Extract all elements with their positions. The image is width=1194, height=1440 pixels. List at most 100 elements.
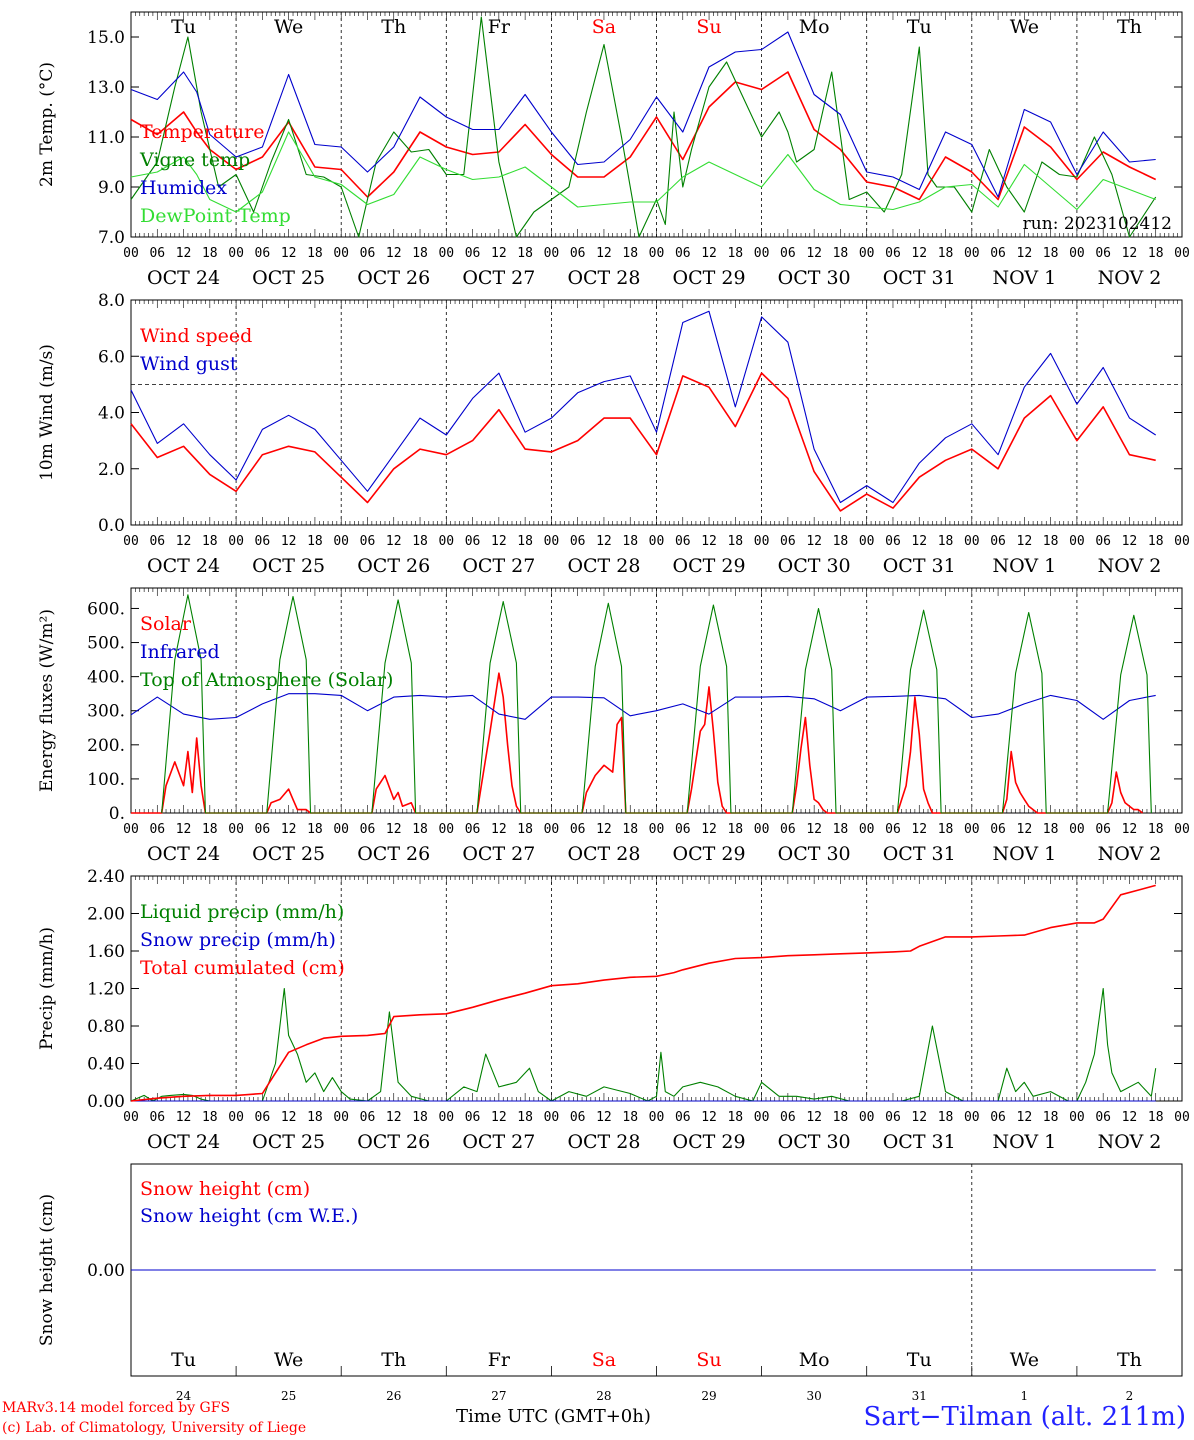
- flux-hour-label: 06: [780, 822, 796, 837]
- temp-date-label: OCT 25: [252, 267, 325, 289]
- flux-hour-label: 18: [517, 822, 533, 837]
- precip-hour-label: 12: [701, 1110, 717, 1125]
- flux-hour-label: 18: [307, 822, 323, 837]
- precip-hour-label: 06: [990, 1110, 1006, 1125]
- precip-hour-label: 00: [228, 1110, 244, 1125]
- wind-hour-label: 06: [990, 534, 1006, 549]
- wind-date-label: OCT 30: [778, 555, 851, 577]
- precip-ytick-label: 2.40: [87, 867, 125, 887]
- wind-ytick-label: 8.0: [98, 291, 125, 311]
- temp-date-label: OCT 30: [778, 267, 851, 289]
- snow-ytick-label: 0.00: [87, 1261, 125, 1281]
- wind-hour-label: 18: [1043, 534, 1059, 549]
- temp-hour-label: 12: [176, 246, 192, 261]
- temp-hour-label: 18: [938, 246, 954, 261]
- temp-date-label: NOV 2: [1098, 267, 1162, 289]
- wind-hour-label: 00: [754, 534, 770, 549]
- flux-hour-label: 06: [990, 822, 1006, 837]
- precip-hour-label: 18: [622, 1110, 638, 1125]
- wind-series-line: [130, 310, 1156, 504]
- flux-hour-label: 18: [938, 822, 954, 837]
- wind-hour-label: 12: [176, 534, 192, 549]
- temp-legend-entry: Humidex: [140, 177, 227, 199]
- precip-series-line: [130, 987, 1157, 1102]
- temp-ytick-label: 13.0: [87, 78, 125, 98]
- flux-hour-label: 00: [438, 822, 454, 837]
- temp-hour-label: 12: [701, 246, 717, 261]
- flux-hour-label: 00: [649, 822, 665, 837]
- weekday-label-bottom: Th: [1117, 1349, 1142, 1371]
- weekday-label-top: We: [274, 16, 303, 38]
- flux-ytick-label: 0.: [109, 804, 125, 824]
- temp-hour-label: 00: [964, 246, 980, 261]
- flux-hour-label: 00: [964, 822, 980, 837]
- temp-hour-label: 18: [307, 246, 323, 261]
- weekday-label-bottom: Fr: [488, 1349, 511, 1371]
- location-title: Sart−Tilman (alt. 211m): [863, 1402, 1186, 1432]
- flux-hour-label: 12: [281, 822, 297, 837]
- temp-date-label: OCT 27: [462, 267, 535, 289]
- precip-hour-label: 06: [255, 1110, 271, 1125]
- temp-hour-label: 00: [228, 246, 244, 261]
- day-number-label: 28: [596, 1389, 611, 1403]
- flux-hour-label: 12: [1122, 822, 1138, 837]
- flux-panel: [130, 587, 1183, 814]
- flux-hour-label: 18: [622, 822, 638, 837]
- wind-hour-label: 00: [1069, 534, 1085, 549]
- temp-ytick-label: 7.0: [98, 228, 125, 248]
- temp-legend-entry: Vigne temp: [139, 149, 250, 171]
- weekday-label-top: Su: [696, 16, 721, 38]
- temp-series-line: [130, 131, 1156, 213]
- wind-date-label: OCT 25: [252, 555, 325, 577]
- flux-date-label: OCT 24: [147, 843, 220, 865]
- precip-date-label: OCT 29: [673, 1131, 746, 1153]
- wind-panel: [130, 299, 1183, 526]
- precip-date-label: OCT 31: [883, 1131, 956, 1153]
- flux-frame: [130, 587, 1183, 814]
- wind-hour-label: 06: [570, 534, 586, 549]
- wind-hour-label: 18: [202, 534, 218, 549]
- wind-hour-label: 12: [386, 534, 402, 549]
- flux-date-label: OCT 25: [252, 843, 325, 865]
- precip-hour-label: 18: [517, 1110, 533, 1125]
- temp-hour-label: 12: [386, 246, 402, 261]
- wind-hour-label: 12: [596, 534, 612, 549]
- temp-run-annotation: run: 2023102412: [1023, 214, 1172, 234]
- flux-date-label: OCT 27: [462, 843, 535, 865]
- wind-date-label: NOV 1: [992, 555, 1056, 577]
- precip-series-line: [130, 884, 1156, 1102]
- wind-ytick-label: 2.0: [98, 460, 125, 480]
- day-number-label: 27: [491, 1389, 506, 1403]
- wind-legend-entry: Wind speed: [140, 325, 252, 347]
- precip-ytick-label: 0.80: [87, 1017, 125, 1037]
- temp-hour-label: 00: [333, 246, 349, 261]
- temp-hour-label: 12: [1122, 246, 1138, 261]
- wind-hour-label: 00: [123, 534, 139, 549]
- flux-date-label: NOV 1: [992, 843, 1056, 865]
- temp-hour-label: 00: [649, 246, 665, 261]
- precip-hour-label: 12: [491, 1110, 507, 1125]
- temp-hour-label: 06: [780, 246, 796, 261]
- flux-hour-label: 06: [465, 822, 481, 837]
- precip-hour-label: 00: [544, 1110, 560, 1125]
- precip-hour-label: 00: [859, 1110, 875, 1125]
- temp-ylabel: 2m Temp. (°C): [37, 62, 57, 187]
- temp-hour-label: 06: [1095, 246, 1111, 261]
- wind-date-label: OCT 27: [462, 555, 535, 577]
- precip-date-label: OCT 28: [567, 1131, 640, 1153]
- precip-hour-label: 00: [438, 1110, 454, 1125]
- precip-hour-label: 12: [596, 1110, 612, 1125]
- precip-ytick-label: 1.60: [87, 942, 125, 962]
- wind-hour-label: 12: [281, 534, 297, 549]
- flux-hour-label: 06: [149, 822, 165, 837]
- wind-hour-label: 18: [938, 534, 954, 549]
- precip-ytick-label: 2.00: [87, 905, 125, 925]
- weekday-label-top: Th: [381, 16, 406, 38]
- weekday-label-top: Tu: [907, 16, 932, 38]
- flux-date-label: OCT 30: [778, 843, 851, 865]
- precip-hour-label: 00: [649, 1110, 665, 1125]
- temp-hour-label: 06: [570, 246, 586, 261]
- flux-ytick-label: 100.: [87, 770, 125, 790]
- temp-frame: [130, 11, 1183, 238]
- precip-legend-entry: Total cumulated (cm): [140, 957, 345, 979]
